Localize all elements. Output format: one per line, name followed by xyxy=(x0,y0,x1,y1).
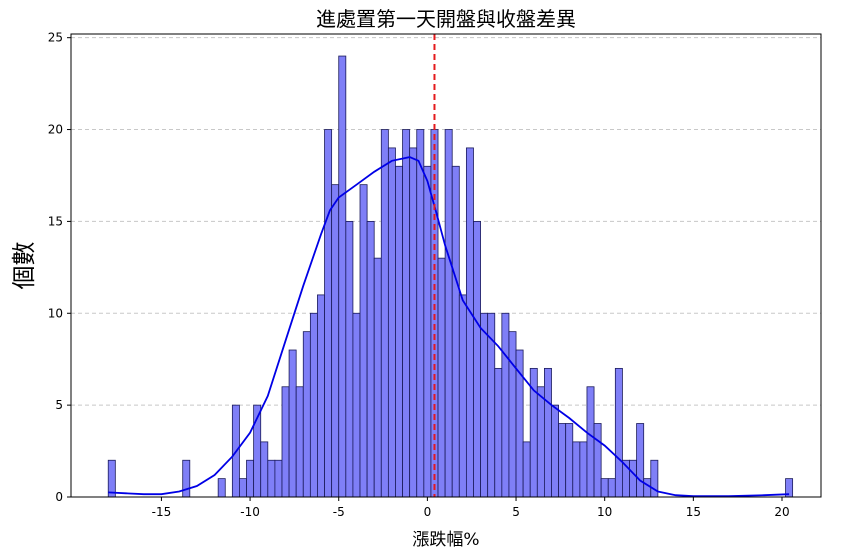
y-tick-label: 5 xyxy=(55,398,63,412)
histogram-bar xyxy=(402,129,411,498)
histogram-bar xyxy=(508,331,517,498)
histogram-bar xyxy=(274,459,283,498)
x-axis-label: 漲跌幅% xyxy=(412,530,479,550)
histogram-bar xyxy=(636,423,645,498)
histogram-bar xyxy=(324,129,333,498)
x-tick-label: 10 xyxy=(597,505,612,519)
histogram-bar xyxy=(643,478,652,498)
kde-curve xyxy=(108,156,790,497)
histogram-bar xyxy=(352,312,361,498)
histogram-bar xyxy=(107,459,116,498)
histogram-bar xyxy=(239,478,247,498)
y-axis-ticks: 0 5 10 15 20 25 xyxy=(48,31,71,504)
y-tick-label: 15 xyxy=(48,214,63,228)
histogram-bar xyxy=(494,367,503,498)
histogram-bar xyxy=(267,459,276,498)
histogram-bar xyxy=(600,478,609,498)
histogram-bar xyxy=(473,221,481,498)
histogram-bar xyxy=(544,367,552,498)
histogram-bar xyxy=(501,312,510,498)
histogram-bar xyxy=(288,349,297,498)
histogram-bar xyxy=(309,312,318,498)
histogram-bar xyxy=(317,294,325,498)
x-tick-label: -15 xyxy=(152,505,172,519)
y-tick-label: 25 xyxy=(48,31,63,45)
kde-curve-group xyxy=(108,156,790,497)
y-tick-label: 10 xyxy=(48,306,63,320)
histogram-bar xyxy=(217,478,226,498)
plot-frame xyxy=(70,33,822,498)
x-tick-label: -5 xyxy=(333,505,345,519)
histogram-bar xyxy=(451,165,460,498)
histogram-bars xyxy=(107,55,794,498)
x-tick-label: 5 xyxy=(512,505,520,519)
histogram-bar xyxy=(607,478,616,498)
histogram-bar xyxy=(565,423,574,498)
histogram-bar xyxy=(345,221,354,498)
x-tick-label: 15 xyxy=(686,505,701,519)
histogram-bar xyxy=(331,184,340,498)
histogram-bar xyxy=(387,147,396,498)
x-tick-label: 20 xyxy=(774,505,789,519)
histogram-bar xyxy=(458,294,467,498)
histogram-bar xyxy=(536,386,545,498)
histogram-bar xyxy=(338,55,347,498)
histogram-bar xyxy=(586,386,595,498)
histogram-bar xyxy=(416,129,425,498)
y-tick-label: 0 xyxy=(55,490,63,504)
histogram-bar xyxy=(465,147,474,498)
histogram-bar xyxy=(409,147,418,498)
histogram-bar xyxy=(480,312,489,498)
histogram-bar xyxy=(359,184,368,498)
histogram-bar xyxy=(182,459,191,498)
histogram-bar xyxy=(579,441,588,498)
histogram-bar xyxy=(423,165,432,498)
x-axis-ticks: -15 -10 -5 0 5 10 15 20 xyxy=(152,497,790,519)
histogram-bar xyxy=(444,129,453,498)
histogram-bar xyxy=(437,257,446,498)
y-tick-label: 20 xyxy=(48,123,63,137)
histogram-bar xyxy=(373,257,382,498)
histogram-bar xyxy=(281,386,290,498)
histogram-bar xyxy=(260,441,269,498)
histogram-bar xyxy=(551,404,559,498)
histogram-bar xyxy=(629,459,638,498)
histogram-bar xyxy=(366,221,375,498)
histogram-bar xyxy=(246,459,255,498)
histogram-bar xyxy=(295,386,304,498)
y-axis-label: 個數 xyxy=(10,242,38,290)
x-tick-label: 0 xyxy=(424,505,432,519)
histogram-bar xyxy=(593,423,602,498)
histogram-bar xyxy=(522,441,531,498)
histogram-bar xyxy=(395,165,403,498)
histogram-bar xyxy=(558,423,567,498)
histogram-bar xyxy=(380,129,389,498)
chart-title: 進處置第一天開盤與收盤差異 xyxy=(316,7,576,31)
histogram-bar xyxy=(572,441,581,498)
histogram-bar xyxy=(302,331,311,498)
histogram-bar xyxy=(614,367,623,498)
x-tick-label: -10 xyxy=(240,505,260,519)
